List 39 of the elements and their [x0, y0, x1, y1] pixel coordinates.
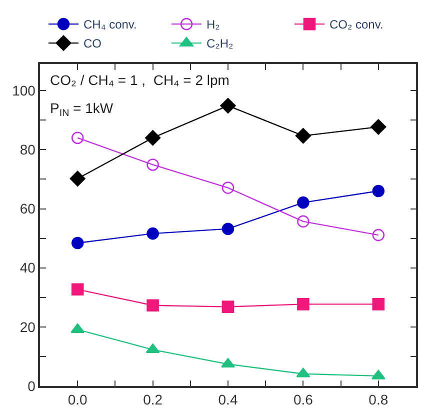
- y-tick-label: 0: [28, 378, 36, 394]
- point: [146, 158, 159, 171]
- point: [145, 130, 161, 146]
- y-tick-label: 40: [20, 260, 36, 276]
- point: [372, 184, 385, 198]
- legend-label: C₂H₂: [206, 36, 234, 51]
- point: [71, 132, 84, 144]
- point: [370, 119, 386, 135]
- annotation: CO₂ / CH₄ = 1 , CH₄ = 2 lpm: [50, 72, 230, 88]
- point: [71, 283, 84, 296]
- point: [71, 236, 84, 250]
- x-tick-label: 0.6: [293, 392, 314, 408]
- point: [297, 215, 310, 228]
- y-tick-label: 100: [12, 82, 36, 98]
- legend-label: CO: [84, 36, 102, 51]
- point: [297, 196, 310, 209]
- point: [146, 299, 159, 312]
- point: [297, 298, 310, 310]
- point: [372, 228, 385, 242]
- point: [220, 98, 236, 114]
- x-tick-label: 0.4: [218, 392, 238, 408]
- point: [372, 298, 385, 310]
- y-tick-label: 60: [20, 200, 36, 217]
- legend-label: CH₄ conv.: [84, 18, 137, 32]
- point: [146, 227, 159, 240]
- y-tick-label: 20: [20, 318, 36, 335]
- point: [222, 300, 234, 313]
- point: [70, 170, 86, 186]
- legend-label: CO₂ conv.: [330, 18, 384, 32]
- x-tick-label: 0.8: [368, 392, 388, 408]
- annotation: P$_{IN}$ = 1kW: [50, 100, 114, 119]
- y-tick-label: 80: [20, 142, 36, 158]
- point: [222, 182, 234, 194]
- point: [222, 222, 234, 235]
- x-tick-label: 0.2: [143, 392, 163, 408]
- legend-label: H₂: [206, 18, 220, 32]
- x-tick-label: 0.0: [68, 392, 88, 408]
- point: [221, 358, 235, 368]
- point: [295, 128, 311, 144]
